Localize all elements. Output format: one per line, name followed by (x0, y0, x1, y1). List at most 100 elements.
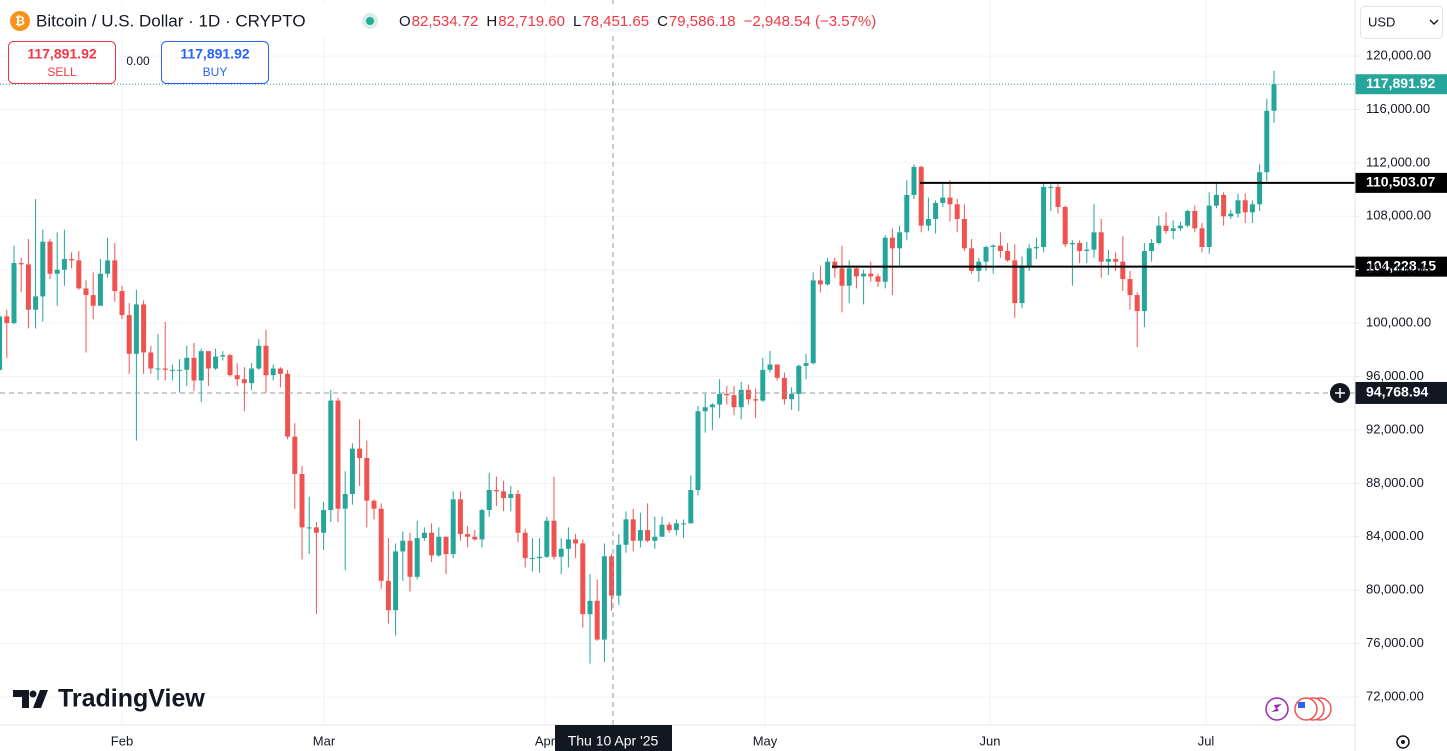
candle-body (191, 357, 197, 381)
candle-body (889, 237, 895, 249)
candle-body (321, 510, 327, 533)
candle-body (270, 368, 276, 376)
candle-body (781, 377, 787, 400)
candle-body (457, 499, 463, 535)
candle-body (825, 261, 831, 285)
candle-body (328, 400, 334, 511)
x-tick-label: Jun (980, 733, 1001, 748)
overlays: 110,503.07 104,228.15 117,891.92 94,768.94 (0, 0, 1447, 725)
assistant-glyph (1271, 704, 1282, 712)
candle-body (357, 448, 363, 458)
candle-body (652, 536, 658, 541)
candle-body (717, 393, 723, 405)
candle-body (1084, 249, 1090, 252)
candle-body (580, 543, 586, 615)
candle-body (587, 600, 593, 615)
candle-body (767, 364, 773, 370)
y-tick-label: 100,000.00 (1366, 315, 1431, 330)
candle-body (1069, 243, 1075, 245)
candle-body (1113, 259, 1119, 262)
candle-body (407, 540, 413, 577)
candle-body (1019, 265, 1025, 304)
candle-body (11, 263, 17, 324)
y-tick-label: 72,000.00 (1366, 688, 1424, 703)
crosshair-price-tag (1355, 381, 1447, 404)
candle-body (911, 166, 917, 195)
candle-body (529, 558, 535, 560)
candle-body (234, 375, 240, 380)
candle-body (515, 494, 521, 533)
flag-canton (1298, 702, 1305, 708)
candle-body (947, 197, 953, 205)
us-flag[interactable] (1294, 697, 1318, 721)
candle-body (544, 520, 550, 557)
sell-label[interactable]: SELL (47, 65, 77, 79)
candle-body (666, 524, 672, 531)
candle-body (1199, 228, 1205, 248)
y-tick-label: 88,000.00 (1366, 475, 1424, 490)
y-tick-label: 92,000.00 (1366, 421, 1424, 436)
x-tick-label: May (753, 733, 778, 748)
candle-body (1105, 259, 1111, 262)
currency-select[interactable] (1360, 6, 1443, 39)
ohlc-key: C (657, 13, 668, 30)
candle-body (198, 351, 204, 381)
candle-body (753, 399, 759, 401)
candle-body (774, 364, 780, 378)
candle-body (1041, 186, 1047, 248)
candle-body (1213, 194, 1219, 206)
candle-body (1048, 186, 1054, 188)
candle-body (18, 263, 24, 265)
buy-price[interactable]: 117,891.92 (180, 46, 250, 62)
candle-body (105, 260, 111, 274)
currency[interactable]: USD (1368, 14, 1395, 29)
candle-body (594, 600, 600, 640)
candle-body (839, 268, 845, 286)
candle-body (1185, 210, 1191, 226)
y-tick-label: 80,000.00 (1366, 582, 1424, 597)
candle-body (97, 273, 103, 306)
candle-body (220, 355, 226, 357)
y-tick-label: 120,000.00 (1366, 48, 1431, 63)
settings-center (1401, 740, 1405, 744)
candle-body (371, 500, 377, 509)
candle-body (925, 218, 931, 226)
y-tick-label: 96,000.00 (1366, 368, 1424, 383)
candle-body (76, 260, 82, 289)
candle-body (33, 296, 39, 310)
status-dot (366, 17, 374, 25)
candle-body (4, 316, 10, 324)
candle-body (875, 276, 881, 282)
candle-body (1091, 232, 1097, 250)
candle-body (1221, 194, 1227, 217)
candle-body (486, 490, 492, 511)
candle-body (1062, 206, 1068, 245)
candle-body (623, 519, 629, 545)
level-tag (1355, 256, 1447, 277)
candle-body (1127, 279, 1133, 296)
candle-body (213, 356, 219, 369)
candle-body (177, 369, 183, 371)
settings-icon[interactable] (1396, 735, 1410, 749)
candle-body (493, 490, 499, 492)
buy-button[interactable] (161, 41, 269, 84)
candle-body (990, 245, 996, 248)
candle-body (731, 395, 737, 408)
candle-body (1177, 225, 1183, 229)
crosshair-date-tag (555, 725, 672, 751)
candle-body (933, 202, 939, 219)
ohlc-value: 82,719.60 (498, 13, 565, 30)
sell-button[interactable] (8, 41, 116, 84)
coin-icon (10, 11, 30, 31)
candle-body (688, 490, 694, 524)
candle-body (1026, 248, 1032, 266)
level-label: 104,228.15 (1366, 257, 1436, 273)
ohlc-key: O (399, 13, 411, 30)
candle-body (1228, 213, 1234, 217)
candle-body (429, 532, 435, 556)
buy-label[interactable]: BUY (203, 65, 228, 79)
candle-body (112, 260, 118, 292)
sell-price[interactable]: 117,891.92 (27, 46, 97, 62)
candle-body (1235, 200, 1241, 214)
candle-body (90, 295, 96, 306)
